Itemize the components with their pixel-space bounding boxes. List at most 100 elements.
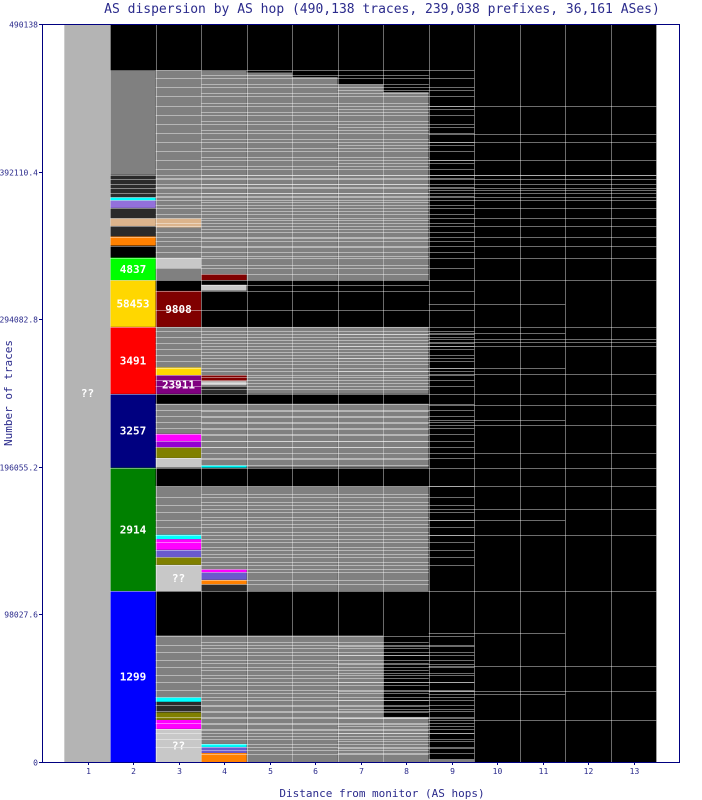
segment-hop4-4 bbox=[201, 591, 247, 636]
segment-hop3-28 bbox=[155, 218, 202, 228]
segment-hop2-0 bbox=[110, 591, 156, 762]
segment-hop4-8 bbox=[201, 569, 247, 573]
segment-hop4-16 bbox=[201, 375, 247, 382]
segment-hop4-3 bbox=[201, 635, 247, 744]
segment-hop5-0 bbox=[246, 635, 293, 762]
segment-hop2-2 bbox=[110, 393, 156, 468]
segment-hop4-13 bbox=[201, 393, 247, 404]
segment-hop8-9 bbox=[383, 24, 429, 92]
segment-hop6-3 bbox=[292, 467, 338, 487]
segment-hop6-0 bbox=[292, 635, 338, 762]
segment-hop3-25 bbox=[155, 268, 202, 281]
segment-hop4-2 bbox=[201, 743, 247, 747]
segment-hop2-3 bbox=[110, 326, 156, 394]
segment-hop3-13 bbox=[155, 467, 202, 487]
x-tick-label-5: 6 bbox=[313, 767, 318, 776]
segment-hop3-17 bbox=[155, 433, 202, 442]
segment-hop3-23 bbox=[155, 290, 202, 327]
segment-label-hop3-23: 9808 bbox=[165, 303, 192, 316]
segment-hop10-0 bbox=[474, 24, 520, 762]
segment-hop6-2 bbox=[292, 486, 338, 592]
segment-hop7-5 bbox=[337, 393, 384, 404]
y-axis-label: Number of traces bbox=[2, 340, 15, 446]
segment-hop4-1 bbox=[201, 746, 247, 753]
segment-hop7-8 bbox=[337, 84, 384, 281]
segment-hop5-5 bbox=[246, 393, 293, 404]
segment-hop8-7 bbox=[383, 280, 429, 327]
separator-lines bbox=[64, 24, 657, 763]
y-tick-label-5: 490138 bbox=[9, 21, 38, 30]
segment-hop8-5 bbox=[383, 393, 429, 404]
x-tick-label-4: 5 bbox=[268, 767, 273, 776]
segment-hop7-3 bbox=[337, 467, 384, 487]
segment-hop8-8 bbox=[383, 91, 429, 281]
segment-label-hop2-4: 58453 bbox=[116, 298, 149, 311]
segment-hop6-9 bbox=[292, 24, 338, 77]
y-tick-label-1: 98027.6 bbox=[4, 611, 38, 620]
segment-hop4-20 bbox=[201, 280, 247, 285]
x-tick-label-10: 11 bbox=[539, 767, 549, 776]
segment-hop3-4 bbox=[155, 697, 202, 702]
segment-hop2-10 bbox=[110, 207, 156, 219]
segment-hop3-8 bbox=[155, 557, 202, 565]
segment-hop2-11 bbox=[110, 200, 156, 208]
segment-hop1-0 bbox=[64, 24, 111, 762]
segment-hop3-21 bbox=[155, 367, 202, 376]
segment-hop8-6 bbox=[383, 326, 429, 394]
segment-hop3-1 bbox=[155, 719, 202, 729]
segment-hop7-7 bbox=[337, 280, 384, 327]
segment-hop2-4 bbox=[110, 280, 156, 327]
segment-hop3-6 bbox=[155, 591, 202, 636]
segment-label-hop3-0: ?? bbox=[172, 739, 185, 752]
x-tick-label-11: 12 bbox=[584, 767, 594, 776]
segment-hop4-23 bbox=[201, 24, 247, 71]
segment-hop5-8 bbox=[246, 72, 293, 281]
x-tick-label-2: 3 bbox=[177, 767, 182, 776]
chart-title: AS dispersion by AS hop (490,138 traces,… bbox=[104, 2, 660, 17]
segment-hop5-9 bbox=[246, 24, 293, 73]
segment-hop3-19 bbox=[155, 393, 202, 404]
x-tick-label-8: 9 bbox=[450, 767, 455, 776]
segment-hop3-2 bbox=[155, 712, 202, 720]
segment-hop7-2 bbox=[337, 486, 384, 592]
segment-label-hop2-1: 2914 bbox=[120, 523, 147, 536]
segment-hop3-3 bbox=[155, 701, 202, 713]
segment-hop4-22 bbox=[201, 70, 247, 275]
segment-hop11-0 bbox=[519, 24, 566, 762]
segment-hop2-14 bbox=[110, 70, 156, 175]
segment-hop2-1 bbox=[110, 467, 156, 592]
segment-hop3-27 bbox=[155, 227, 202, 258]
segment-hop7-6 bbox=[337, 326, 384, 394]
segment-hop2-15 bbox=[110, 24, 156, 71]
segment-label-hop2-2: 3257 bbox=[120, 425, 147, 438]
x-tick-label-1: 2 bbox=[131, 767, 136, 776]
segment-hop2-13 bbox=[110, 174, 156, 198]
segment-hop3-9 bbox=[155, 549, 202, 558]
segment-label-hop1-0: ?? bbox=[81, 387, 94, 400]
y-tick-label-4: 392110.4 bbox=[0, 169, 38, 178]
segment-hop2-7 bbox=[110, 236, 156, 246]
segment-hop8-2 bbox=[383, 486, 429, 592]
segment-hop3-11 bbox=[155, 534, 202, 540]
segment-hop5-2 bbox=[246, 486, 293, 592]
segment-hop12-0 bbox=[565, 24, 611, 762]
x-axis-label: Distance from monitor (AS hops) bbox=[279, 787, 484, 800]
segment-hop8-3 bbox=[383, 467, 429, 487]
segment-hop4-18 bbox=[201, 290, 247, 327]
segment-hop3-30 bbox=[155, 24, 202, 71]
segment-hop4-21 bbox=[201, 274, 247, 281]
segment-hop4-5 bbox=[201, 584, 247, 592]
segment-hop9-0 bbox=[428, 758, 475, 762]
segment-hop4-0 bbox=[201, 752, 247, 762]
segment-label-hop3-20: 23911 bbox=[162, 378, 195, 391]
segment-hop13-0 bbox=[610, 24, 657, 762]
x-tick-label-7: 8 bbox=[404, 767, 409, 776]
segment-hop3-18 bbox=[155, 403, 202, 434]
segment-hop2-5 bbox=[110, 257, 156, 281]
segment-hop8-1 bbox=[383, 591, 429, 717]
segment-hop3-0 bbox=[155, 728, 202, 762]
segment-hop3-24 bbox=[155, 280, 202, 291]
segment-hop4-19 bbox=[201, 284, 247, 291]
